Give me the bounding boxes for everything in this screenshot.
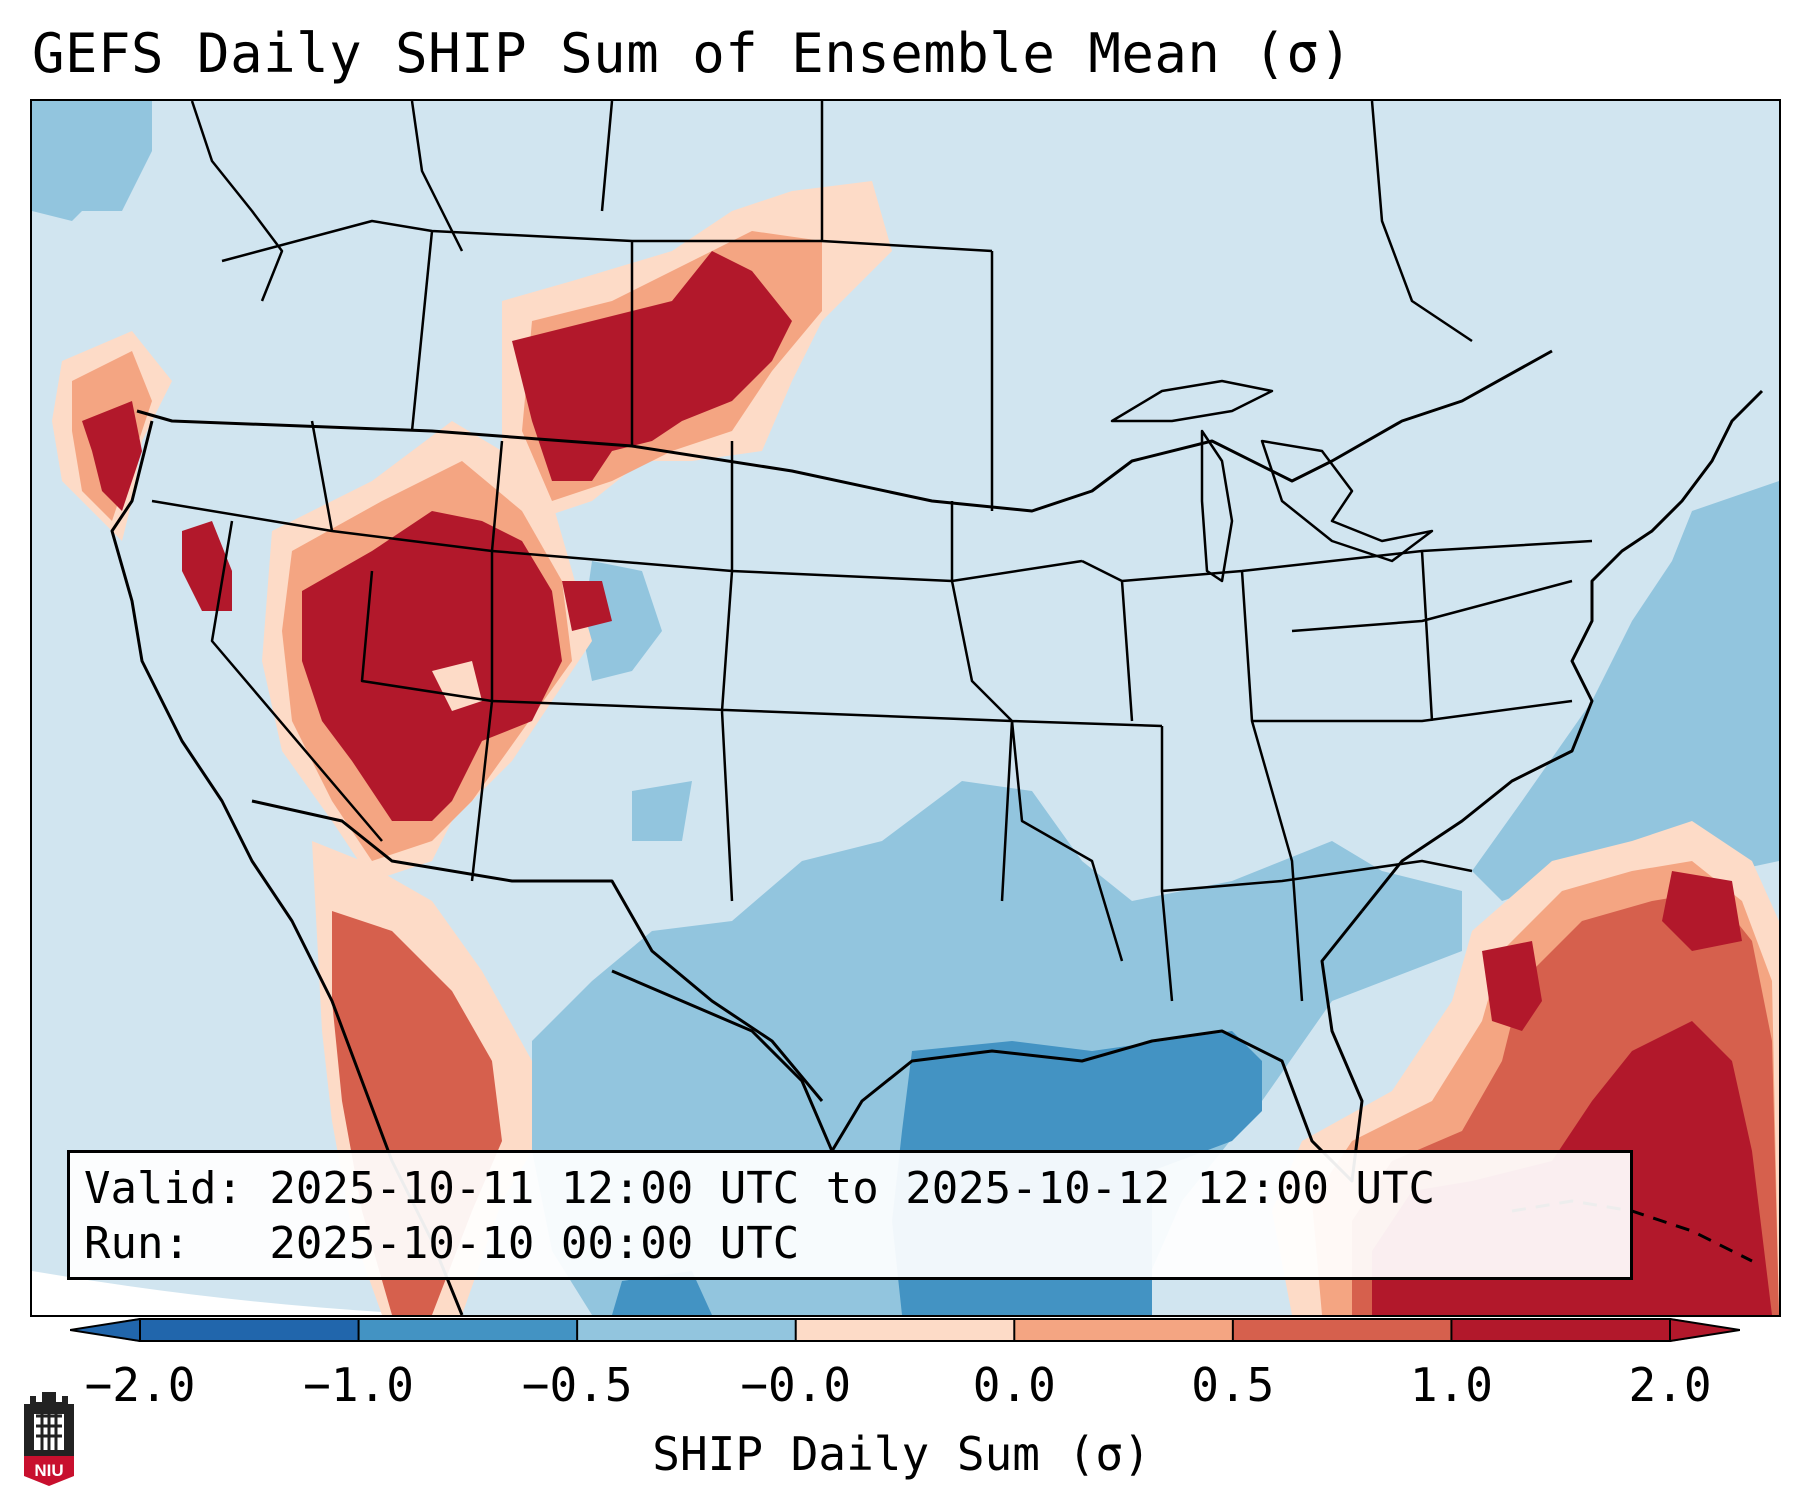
us-mexico-border bbox=[251, 799, 824, 1102]
out-of-domain-left bbox=[32, 1271, 732, 1315]
great-basin-high bbox=[302, 511, 562, 821]
colorbar-label: SHIP Daily Sum (σ) bbox=[652, 1427, 1151, 1481]
atlantic-coast bbox=[1360, 389, 1764, 912]
colorbar-tick-6: 1.0 bbox=[1409, 1358, 1493, 1412]
map-canvas bbox=[32, 101, 1779, 1315]
map-panel bbox=[30, 99, 1781, 1317]
state-lines bbox=[151, 420, 1593, 1002]
colorbar-extend-low bbox=[70, 1318, 140, 1342]
svg-text:NIU: NIU bbox=[34, 1461, 63, 1480]
lake-superior bbox=[1110, 379, 1274, 423]
us-canada-border bbox=[136, 349, 1553, 513]
pacific-south-low bbox=[612, 1271, 712, 1315]
atlantic-low bbox=[1472, 481, 1779, 901]
colorbar-tick-marks bbox=[139, 1318, 1671, 1342]
colorbar-tick-7: 2.0 bbox=[1628, 1358, 1712, 1412]
wyoming-spot-high bbox=[562, 581, 612, 631]
chart-title: GEFS Daily SHIP Sum of Ensemble Mean (σ) bbox=[32, 22, 1353, 85]
northern-rockies-high bbox=[512, 251, 792, 481]
colorbar-tick-5: 0.5 bbox=[1191, 1358, 1275, 1412]
valid-time-line: Valid: 2025-10-11 12:00 UTC to 2025-10-1… bbox=[84, 1163, 1436, 1214]
colorbar-tick-2: −0.5 bbox=[521, 1358, 633, 1412]
colorbar-tick-0: −2.0 bbox=[84, 1358, 196, 1412]
colorbar bbox=[70, 1318, 1740, 1342]
colorbar-bin-2 bbox=[577, 1318, 797, 1342]
colorbar-bin-4 bbox=[1014, 1318, 1234, 1342]
gulf-coast bbox=[611, 910, 1364, 1183]
province-lines bbox=[221, 219, 994, 511]
florida-core-high bbox=[1482, 941, 1542, 1031]
colorbar-bin-0 bbox=[140, 1318, 360, 1342]
colorbar-bin-1 bbox=[358, 1318, 578, 1342]
colorbar-tick-3: −0.0 bbox=[740, 1358, 852, 1412]
atlantic-core-high bbox=[1662, 871, 1742, 951]
colorbar-bin-6 bbox=[1451, 1318, 1671, 1342]
northern-california-high bbox=[82, 401, 142, 511]
niu-logo: NIU bbox=[24, 1392, 74, 1486]
colorbar-extend-high bbox=[1670, 1318, 1740, 1342]
colorbar-bin-3 bbox=[795, 1318, 1015, 1342]
colorbar-bin-5 bbox=[1232, 1318, 1452, 1342]
validity-info-box: Valid: 2025-10-11 12:00 UTC to 2025-10-1… bbox=[67, 1150, 1633, 1280]
pacific-coast bbox=[110, 420, 464, 1315]
run-time-line: Run: 2025-10-10 00:00 UTC bbox=[84, 1218, 800, 1269]
pacific-nw-low bbox=[32, 101, 152, 221]
colorbar-tick-4: 0.0 bbox=[972, 1358, 1056, 1412]
new-mexico-low bbox=[632, 781, 692, 841]
lake-huron-erie bbox=[1260, 439, 1434, 563]
canada-islands bbox=[190, 101, 1473, 343]
colorbar-tick-1: −1.0 bbox=[303, 1358, 414, 1412]
lake-michigan bbox=[1200, 429, 1234, 583]
boundaries bbox=[110, 101, 1764, 1315]
